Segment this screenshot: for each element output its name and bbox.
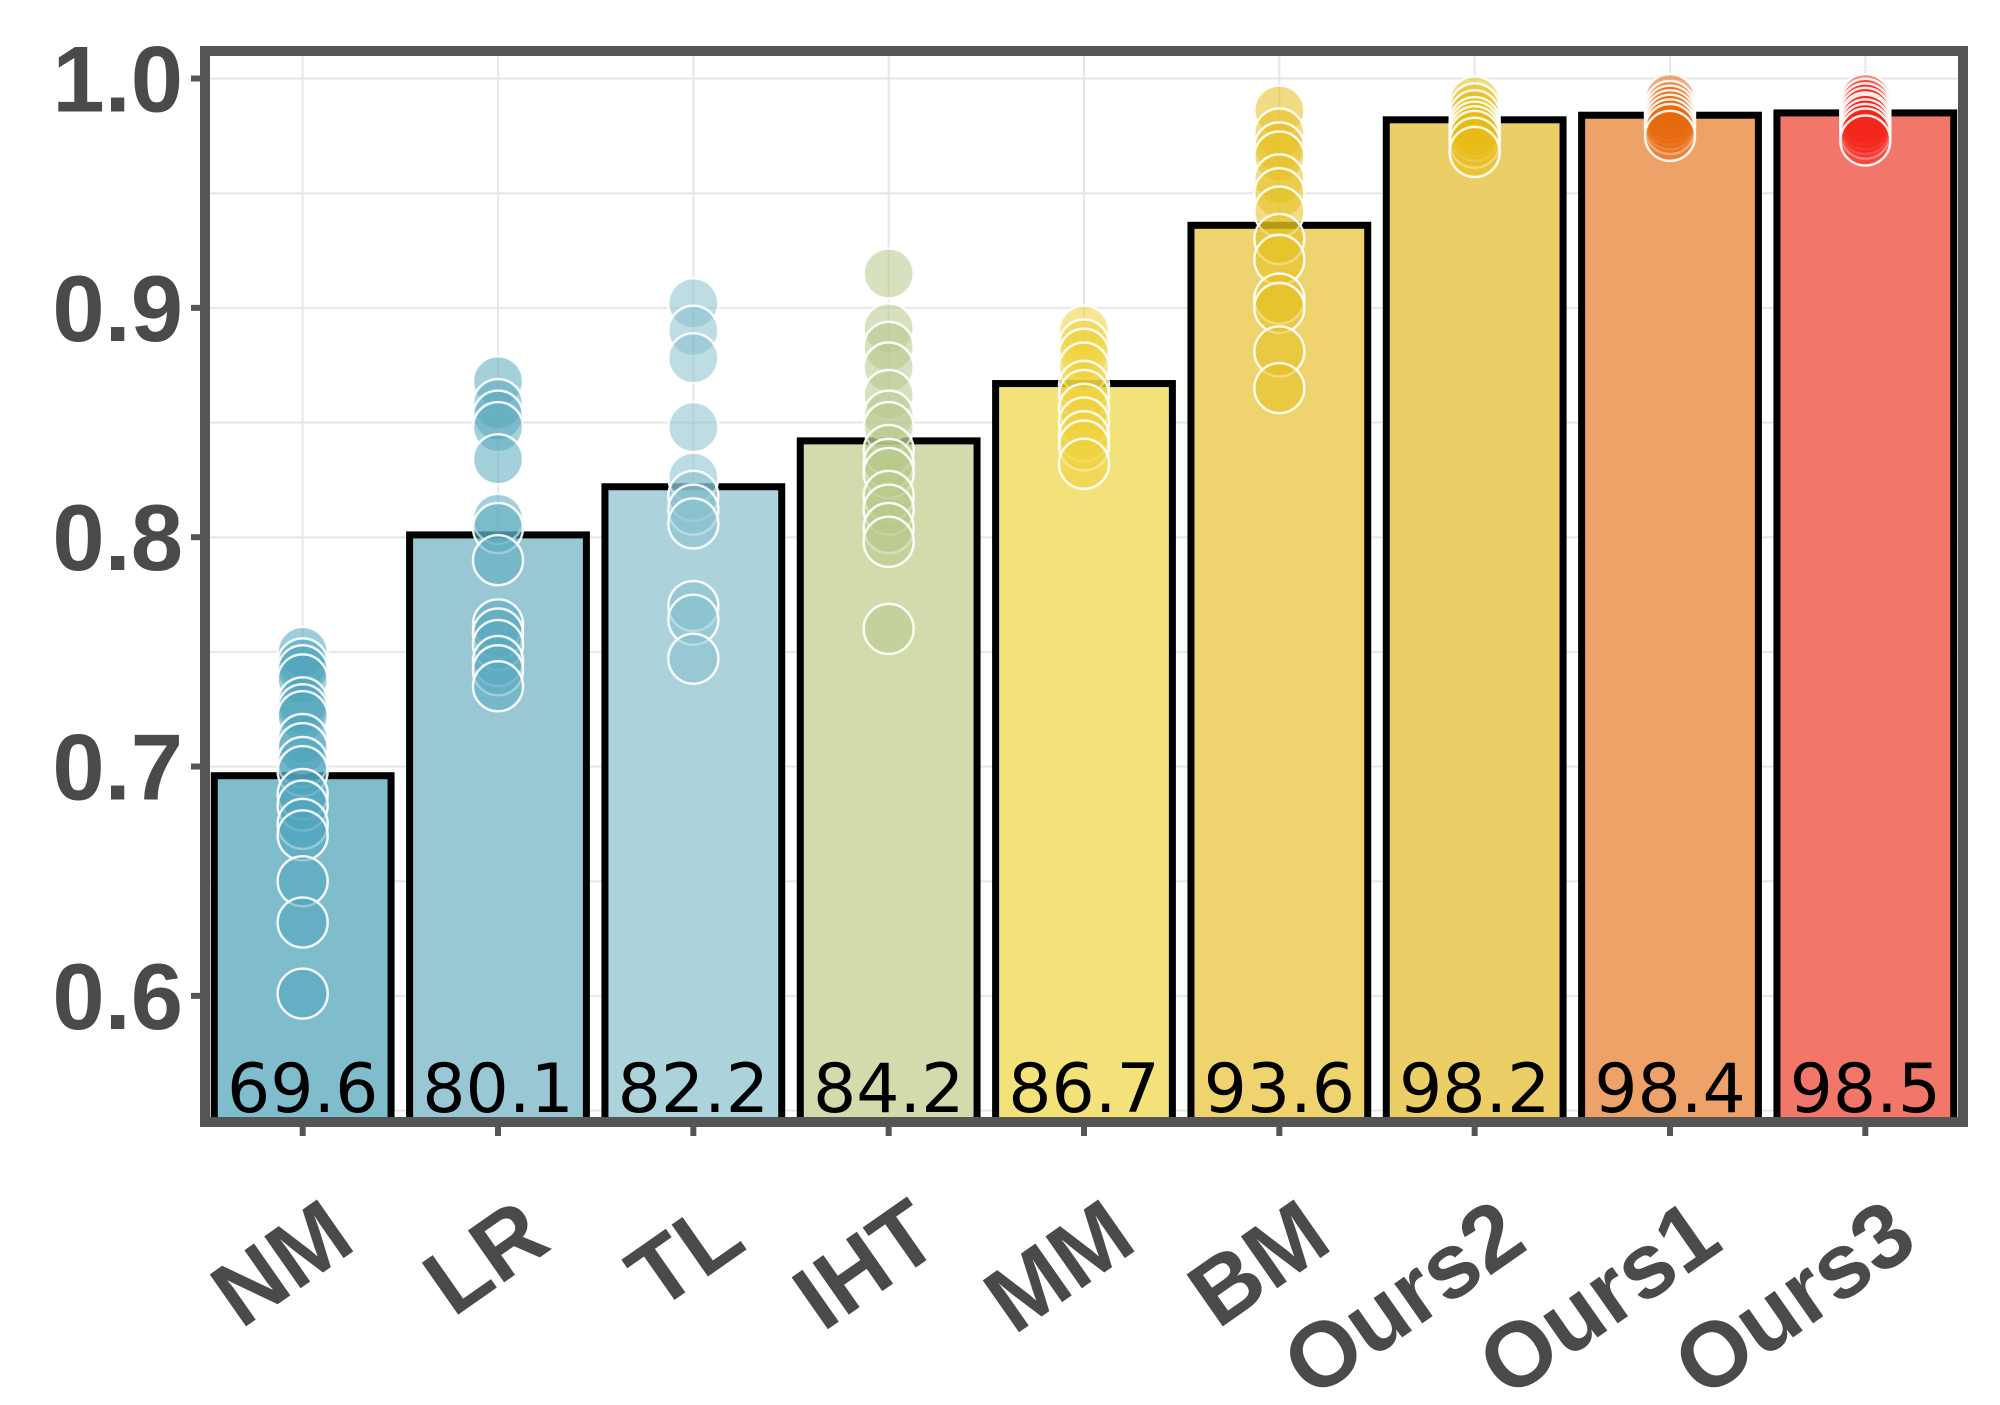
data-point bbox=[862, 247, 915, 300]
data-point bbox=[1057, 437, 1111, 491]
bar-value-label: 69.6 bbox=[227, 1050, 378, 1129]
data-point bbox=[1448, 125, 1501, 179]
x-tick-label: IHT bbox=[776, 1181, 956, 1350]
bar-ours3 bbox=[1773, 109, 1958, 1126]
bar-ours1 bbox=[1578, 111, 1762, 1126]
y-tick-label: 0.6 bbox=[52, 944, 183, 1049]
bar-ours2 bbox=[1382, 116, 1567, 1126]
y-axis-ticks: 0.6 0.7 0.8 0.9 1.0 bbox=[52, 27, 205, 1049]
data-point bbox=[667, 497, 720, 550]
bar-value-label: 98.5 bbox=[1790, 1050, 1941, 1129]
y-tick-label: 0.7 bbox=[52, 715, 183, 820]
bar-mm bbox=[992, 380, 1176, 1126]
bar-value-label: 98.2 bbox=[1399, 1050, 1550, 1129]
bar-value-label: 80.1 bbox=[422, 1050, 573, 1129]
x-tick-label: MM bbox=[967, 1181, 1151, 1352]
bar-value-label: 98.4 bbox=[1594, 1050, 1745, 1129]
data-point bbox=[1839, 114, 1892, 167]
bar-value-label: 82.2 bbox=[618, 1050, 769, 1129]
x-tick-label: TL bbox=[610, 1181, 761, 1329]
data-point bbox=[1253, 361, 1306, 415]
data-point bbox=[667, 332, 720, 385]
bar-labels: 69.6 80.1 82.2 84.2 86.7 93.6 98.2 98.4 98.5 bbox=[227, 1050, 1941, 1129]
bar-value-label: 84.2 bbox=[813, 1050, 964, 1129]
data-point bbox=[667, 400, 720, 454]
data-point bbox=[667, 632, 720, 685]
bar-value-label: 93.6 bbox=[1204, 1050, 1355, 1129]
data-point bbox=[1643, 109, 1697, 163]
y-tick-label: 0.9 bbox=[52, 256, 183, 361]
data-point bbox=[862, 602, 915, 656]
x-tick-label: LR bbox=[406, 1181, 565, 1335]
data-point bbox=[471, 660, 525, 713]
y-tick-label: 0.8 bbox=[52, 485, 183, 590]
bar-value-label: 86.7 bbox=[1008, 1050, 1159, 1129]
data-point bbox=[471, 533, 525, 587]
data-point bbox=[862, 515, 915, 569]
data-point bbox=[276, 967, 329, 1020]
x-tick-label: NM bbox=[194, 1181, 370, 1347]
data-points bbox=[276, 72, 1892, 1020]
data-point bbox=[276, 809, 329, 862]
y-tick-label: 1.0 bbox=[52, 27, 183, 132]
data-point bbox=[276, 896, 329, 949]
data-point bbox=[471, 432, 525, 486]
